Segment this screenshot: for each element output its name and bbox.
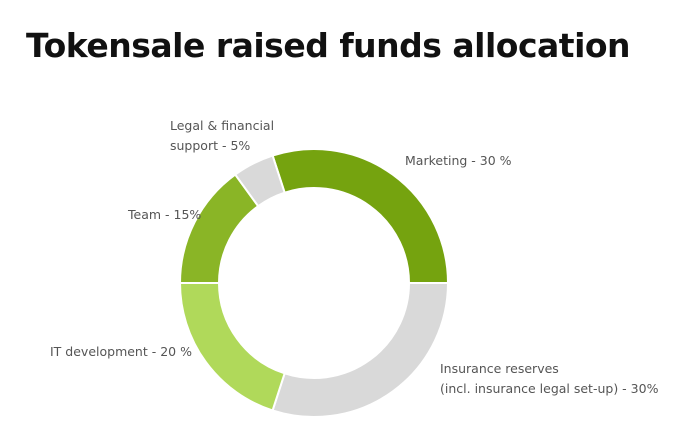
slice-label: Team - 15% bbox=[127, 207, 201, 222]
slice-label: Insurance reserves bbox=[440, 361, 559, 376]
slice-label: Legal & financial bbox=[170, 118, 274, 133]
chart-title: Tokensale raised funds allocation bbox=[26, 26, 631, 65]
donut-slice bbox=[233, 154, 286, 208]
donut-slice bbox=[271, 148, 450, 284]
donut-slice bbox=[178, 282, 286, 412]
donut-slice bbox=[271, 282, 450, 418]
slice-label: (incl. insurance legal set-up) - 30% bbox=[440, 381, 659, 396]
slice-label: Marketing - 30 % bbox=[405, 153, 512, 168]
slice-label: IT development - 20 % bbox=[50, 344, 192, 359]
slice-label: support - 5% bbox=[170, 138, 250, 153]
